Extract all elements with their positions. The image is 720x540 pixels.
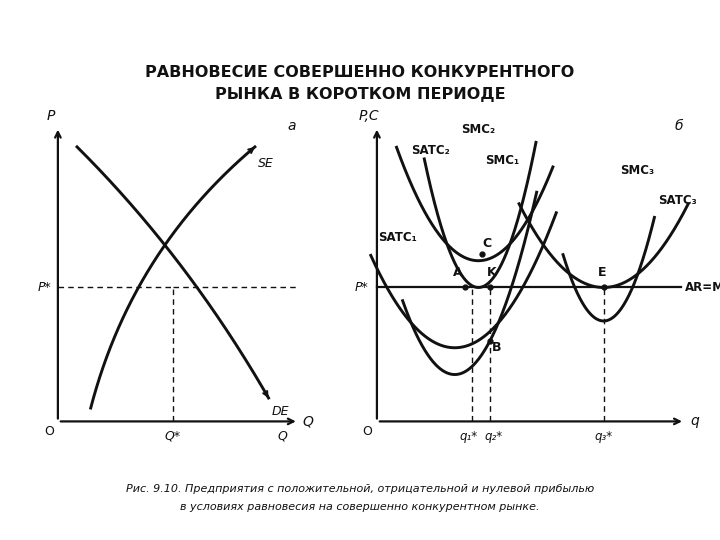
Text: Рис. 9.10. Предприятия с положительной, отрицательной и нулевой прибылью: Рис. 9.10. Предприятия с положительной, … xyxy=(126,484,594,494)
Text: Q: Q xyxy=(277,430,287,443)
Text: DЕ: DЕ xyxy=(271,404,289,417)
Text: Q*: Q* xyxy=(165,430,181,443)
Text: SATC₂: SATC₂ xyxy=(410,144,449,157)
Text: в условиях равновесия на совершенно конкурентном рынке.: в условиях равновесия на совершенно конк… xyxy=(180,502,540,511)
Text: q₃*: q₃* xyxy=(595,430,613,443)
Text: SATC₃: SATC₃ xyxy=(658,194,696,207)
Text: O: O xyxy=(45,425,55,438)
Text: C: C xyxy=(482,237,492,251)
Text: б: б xyxy=(675,119,683,133)
Text: K: K xyxy=(487,266,497,279)
Text: O: O xyxy=(362,425,372,438)
Text: SЕ: SЕ xyxy=(258,157,274,170)
Text: SMC₃: SMC₃ xyxy=(621,164,654,177)
Text: SMC₂: SMC₂ xyxy=(462,124,495,137)
Text: SATC₁: SATC₁ xyxy=(379,231,418,244)
Text: q₁*: q₁* xyxy=(459,430,477,443)
Text: B: B xyxy=(492,341,502,354)
Text: q: q xyxy=(690,414,698,428)
Text: РАВНОВЕСИЕ СОВЕРШЕННО КОНКУРЕНТНОГО: РАВНОВЕСИЕ СОВЕРШЕННО КОНКУРЕНТНОГО xyxy=(145,65,575,80)
Text: P*: P* xyxy=(37,281,51,294)
Text: P,C: P,C xyxy=(358,110,379,124)
Text: A: A xyxy=(453,266,462,279)
Text: а: а xyxy=(288,119,296,133)
Text: Q: Q xyxy=(303,414,314,428)
Text: E: E xyxy=(598,266,606,279)
Text: SMC₁: SMC₁ xyxy=(485,153,519,167)
Text: P: P xyxy=(47,110,55,124)
Text: AR=MR: AR=MR xyxy=(685,281,720,294)
Text: q₂*: q₂* xyxy=(485,430,503,443)
Text: РЫНКА В КОРОТКОМ ПЕРИОДЕ: РЫНКА В КОРОТКОМ ПЕРИОДЕ xyxy=(215,87,505,102)
Text: P*: P* xyxy=(355,281,369,294)
